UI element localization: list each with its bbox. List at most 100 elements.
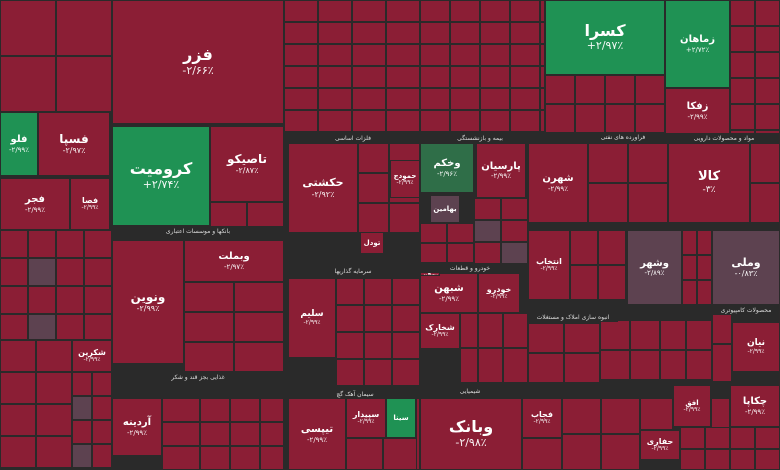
ticker-tile-chekapa[interactable]: چکاپا -۲/۹۹٪ [730, 385, 780, 427]
treemap-cell[interactable] [450, 66, 480, 88]
treemap-cell[interactable] [420, 0, 450, 22]
treemap-cell[interactable] [605, 75, 635, 104]
ticker-tile-entekhab[interactable]: انتخاب -۲/۹۹٪ [528, 230, 570, 300]
treemap-cell[interactable] [755, 0, 780, 26]
treemap-cell[interactable] [284, 110, 318, 132]
treemap-cell[interactable] [450, 110, 480, 132]
treemap-cell[interactable] [660, 350, 686, 380]
treemap-cell[interactable] [318, 132, 352, 134]
treemap-cell[interactable] [501, 242, 528, 264]
treemap-cell[interactable] [562, 434, 601, 470]
treemap-cell[interactable] [420, 66, 450, 88]
treemap-cell[interactable] [352, 0, 386, 22]
treemap-cell[interactable] [755, 104, 780, 130]
treemap-cell[interactable] [730, 449, 755, 470]
treemap-cell[interactable] [478, 348, 503, 383]
treemap-cell[interactable] [392, 278, 420, 305]
treemap-cell[interactable] [420, 88, 450, 110]
treemap-cell[interactable] [346, 438, 383, 470]
treemap-cell[interactable] [682, 280, 697, 305]
treemap-cell[interactable] [600, 350, 630, 380]
ticker-tile-shehran[interactable]: شهرن -۲/۹۹٪ [528, 143, 588, 223]
treemap-cell[interactable] [450, 88, 480, 110]
treemap-cell[interactable] [284, 44, 318, 66]
treemap-cell[interactable] [92, 420, 112, 444]
treemap-cell[interactable] [0, 0, 56, 56]
ticker-tile-shekarin[interactable]: شکرین -۲/۹۹٪ [72, 340, 112, 372]
treemap-cell[interactable] [660, 320, 686, 350]
treemap-cell[interactable] [36, 404, 72, 436]
treemap-cell[interactable] [56, 230, 84, 258]
treemap-cell[interactable] [474, 198, 501, 220]
treemap-cell[interactable] [36, 436, 72, 468]
ticker-tile-bahamin[interactable]: بهامین [430, 195, 460, 223]
treemap-cell[interactable] [730, 104, 755, 130]
treemap-cell[interactable] [284, 0, 318, 22]
treemap-cell[interactable] [210, 202, 247, 227]
treemap-cell[interactable] [540, 44, 545, 66]
treemap-cell[interactable] [56, 0, 112, 56]
treemap-cell[interactable] [480, 132, 510, 134]
treemap-cell[interactable] [200, 398, 230, 422]
ticker-tile-fespa[interactable]: فسپا -۲/۹۷٪ [38, 112, 110, 176]
treemap-cell[interactable] [630, 320, 660, 350]
treemap-cell[interactable] [474, 242, 501, 264]
treemap-cell[interactable] [420, 44, 450, 66]
treemap-cell[interactable] [72, 444, 92, 468]
treemap-cell[interactable] [392, 332, 420, 359]
treemap-cell[interactable] [284, 88, 318, 110]
treemap-cell[interactable] [318, 66, 352, 88]
treemap-cell[interactable] [200, 422, 230, 446]
treemap-cell[interactable] [260, 398, 284, 422]
treemap-cell[interactable] [545, 104, 575, 133]
ticker-tile-kasra[interactable]: کسرا +۲/۹۷٪ [545, 0, 665, 75]
treemap-cell[interactable] [386, 22, 420, 44]
treemap-cell[interactable] [545, 75, 575, 104]
treemap-cell[interactable] [352, 66, 386, 88]
treemap-cell[interactable] [697, 280, 712, 305]
treemap-cell[interactable] [234, 282, 284, 312]
treemap-cell[interactable] [522, 438, 562, 470]
treemap-cell[interactable] [28, 230, 56, 258]
treemap-cell[interactable] [528, 353, 564, 383]
treemap-cell[interactable] [680, 449, 705, 470]
ticker-tile-fasa[interactable]: فصا -۲/۹۹٪ [70, 178, 110, 230]
treemap-cell[interactable] [234, 312, 284, 342]
treemap-cell[interactable] [284, 22, 318, 44]
treemap-cell[interactable] [336, 305, 364, 332]
treemap-cell[interactable] [92, 396, 112, 420]
treemap-cell[interactable] [480, 0, 510, 22]
treemap-cell[interactable] [184, 312, 234, 342]
ticker-tile-shebohan[interactable]: شبهن -۲/۹۹٪ [420, 273, 478, 313]
treemap-cell[interactable] [420, 22, 450, 44]
treemap-cell[interactable] [0, 258, 28, 286]
treemap-cell[interactable] [230, 398, 260, 422]
treemap-cell[interactable] [56, 314, 84, 340]
treemap-cell[interactable] [420, 243, 447, 263]
ticker-tile-zamahan[interactable]: زماهان +۲/۷۲٪ [665, 0, 730, 88]
treemap-cell[interactable] [564, 353, 600, 383]
ticker-tile-venvin[interactable]: ونوین -۲/۹۹٪ [112, 240, 184, 364]
treemap-cell[interactable] [184, 282, 234, 312]
treemap-cell[interactable] [686, 350, 712, 380]
treemap-cell[interactable] [480, 88, 510, 110]
treemap-cell[interactable] [528, 323, 564, 353]
treemap-cell[interactable] [336, 359, 364, 386]
treemap-cell[interactable] [730, 130, 755, 134]
ticker-tile-nian[interactable]: نیان -۲/۹۹٪ [732, 322, 780, 372]
treemap-cell[interactable] [628, 183, 668, 223]
treemap-cell[interactable] [730, 78, 755, 104]
treemap-cell[interactable] [420, 110, 450, 132]
treemap-cell[interactable] [318, 22, 352, 44]
treemap-cell[interactable] [386, 66, 420, 88]
treemap-cell[interactable] [389, 203, 420, 233]
treemap-cell[interactable] [680, 427, 705, 449]
treemap-cell[interactable] [750, 183, 780, 223]
treemap-cell[interactable] [755, 449, 780, 470]
treemap-cell[interactable] [447, 243, 474, 263]
treemap-cell[interactable] [755, 26, 780, 52]
treemap-cell[interactable] [510, 0, 540, 22]
treemap-cell[interactable] [162, 446, 200, 470]
ticker-tile-sepidar[interactable]: سپیدار -۲/۹۹٪ [346, 398, 386, 438]
treemap-cell[interactable] [260, 446, 284, 470]
